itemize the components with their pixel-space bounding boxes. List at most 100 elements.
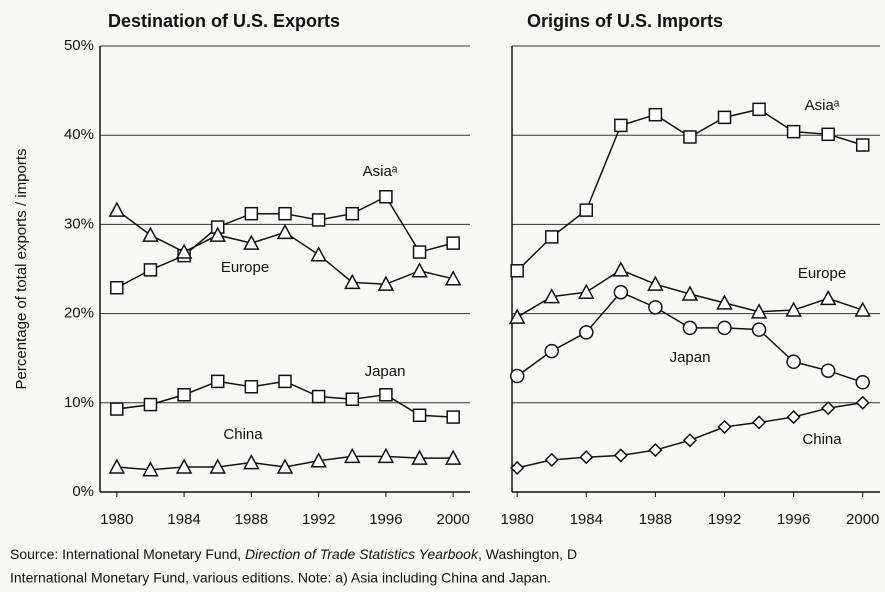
marker	[682, 320, 698, 336]
marker	[276, 458, 294, 474]
marker	[855, 375, 870, 390]
x-tick-label: 1992	[302, 511, 335, 528]
marker	[648, 443, 663, 458]
marker	[310, 452, 327, 468]
series-label: China	[802, 431, 842, 448]
x-tick-label: 1988	[639, 511, 672, 528]
marker	[411, 449, 428, 465]
marker	[819, 289, 837, 306]
marker	[244, 379, 259, 394]
marker	[377, 447, 395, 464]
marker	[752, 102, 766, 117]
marker	[612, 261, 630, 277]
series-label: Japan	[365, 363, 406, 380]
marker	[243, 453, 260, 470]
marker	[446, 410, 460, 424]
marker	[683, 130, 697, 144]
marker	[278, 374, 292, 389]
series-line	[516, 291, 863, 383]
marker	[412, 245, 427, 259]
marker	[209, 458, 226, 474]
marker	[276, 223, 294, 240]
y-tick-label: 40%	[64, 126, 94, 143]
series-label: Asiaᵃ	[363, 163, 398, 180]
marker	[345, 392, 360, 406]
marker	[446, 236, 460, 250]
y-tick-label: 50%	[64, 37, 94, 54]
chart-title: Destination of U.S. Exports	[108, 11, 340, 31]
marker	[854, 301, 871, 317]
marker	[682, 433, 698, 448]
marker	[110, 280, 124, 295]
source-note: International Monetary Fund, various edi…	[10, 570, 551, 586]
marker	[411, 262, 428, 278]
marker	[717, 320, 732, 336]
marker	[310, 246, 327, 262]
marker	[717, 419, 732, 434]
x-tick-label: 1980	[100, 511, 133, 528]
marker	[379, 388, 393, 402]
chart-title: Origins of U.S. Imports	[527, 11, 723, 31]
y-tick-label: 10%	[64, 394, 94, 411]
series-label: Europe	[798, 265, 846, 282]
marker	[579, 450, 594, 465]
marker	[579, 203, 594, 217]
marker	[785, 301, 802, 317]
series-label: China	[223, 426, 263, 443]
marker	[345, 206, 360, 221]
marker	[311, 213, 326, 227]
marker	[855, 138, 870, 152]
y-tick-label: 20%	[64, 305, 94, 322]
marker	[647, 275, 664, 291]
marker	[377, 275, 395, 291]
marker	[444, 270, 462, 286]
marker	[648, 300, 663, 315]
series-label: Asiaᵃ	[805, 97, 840, 114]
source-text: Direction of Trade Statistics Yearbook	[245, 546, 479, 562]
marker	[444, 449, 462, 465]
series-label: Japan	[670, 349, 711, 366]
marker	[175, 458, 193, 474]
marker	[175, 243, 193, 259]
marker	[344, 447, 361, 464]
marker	[142, 226, 159, 242]
marker	[412, 408, 427, 423]
marker	[751, 322, 767, 337]
marker	[786, 410, 801, 425]
marker	[821, 401, 836, 416]
marker	[108, 201, 126, 217]
x-tick-label: 1988	[235, 511, 268, 528]
marker	[209, 226, 226, 242]
marker	[509, 368, 525, 384]
marker	[752, 415, 767, 430]
x-tick-label: 2000	[436, 511, 469, 528]
x-tick-label: 1980	[500, 511, 533, 528]
marker	[786, 354, 801, 370]
marker	[544, 452, 559, 467]
y-tick-label: 0%	[72, 483, 94, 500]
marker	[613, 448, 628, 463]
marker	[786, 124, 801, 139]
marker	[681, 285, 699, 301]
marker	[142, 461, 159, 477]
marker	[110, 402, 124, 416]
marker	[544, 343, 559, 359]
x-tick-label: 1996	[369, 511, 402, 528]
marker	[716, 294, 733, 310]
marker	[143, 397, 158, 412]
y-axis-label: Percentage of total exports / imports	[13, 149, 30, 390]
marker	[311, 389, 326, 404]
marker	[578, 283, 595, 299]
marker	[243, 234, 260, 250]
marker	[510, 460, 525, 475]
marker	[821, 127, 835, 142]
marker	[510, 264, 524, 278]
marker	[108, 458, 126, 474]
x-tick-label: 2000	[846, 511, 879, 528]
marker	[543, 288, 560, 304]
marker	[143, 263, 158, 277]
y-tick-label: 30%	[64, 215, 94, 232]
marker	[820, 363, 836, 378]
marker	[210, 374, 225, 389]
